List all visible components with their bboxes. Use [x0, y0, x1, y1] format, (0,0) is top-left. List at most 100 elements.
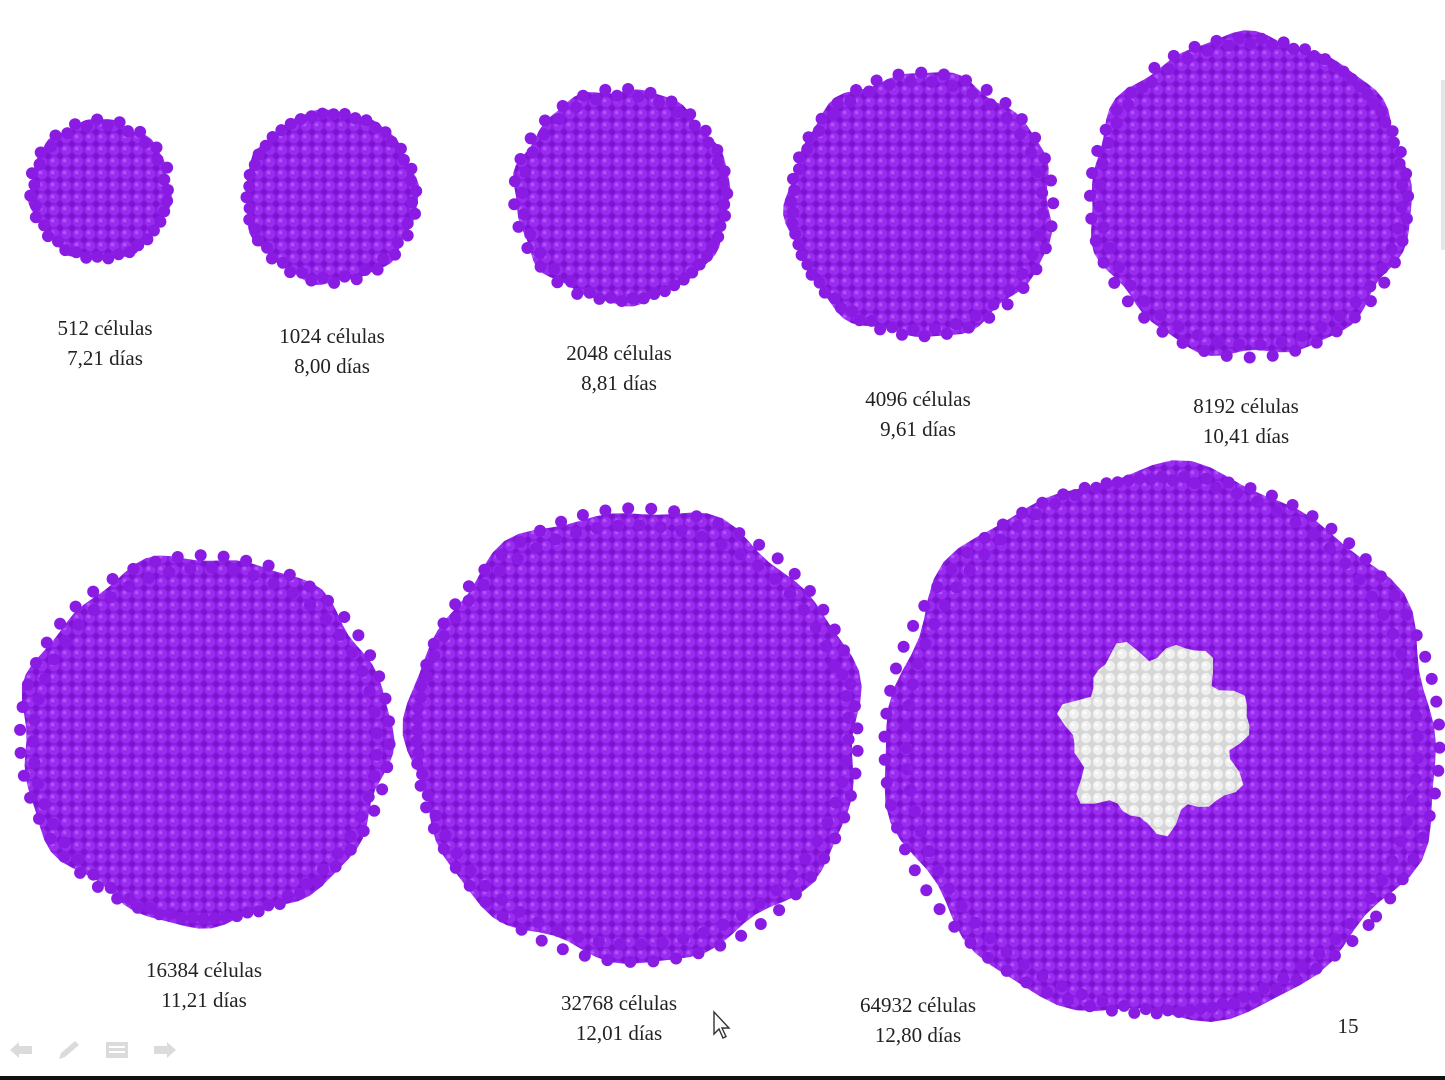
rim-cell [840, 690, 853, 703]
rim-cell [1231, 487, 1244, 500]
cell-count: 512 células [57, 316, 153, 340]
rim-cell [141, 233, 154, 246]
rim-cell [946, 80, 959, 92]
rim-cell [1310, 336, 1323, 349]
rim-cell [884, 799, 897, 812]
rim-cell [1270, 983, 1283, 996]
rim-cell [548, 263, 561, 275]
rim-cell [1124, 86, 1137, 99]
spheroid-body [513, 89, 731, 307]
rim-cell [785, 869, 798, 882]
rim-cell [437, 617, 450, 630]
rim-cell [54, 617, 67, 630]
rim-cell [508, 175, 521, 188]
rim-cell [768, 572, 781, 585]
rim-cell [622, 83, 635, 95]
rim-cell [1121, 295, 1134, 308]
rim-cell [982, 951, 994, 964]
rim-cell [1162, 63, 1175, 76]
rim-cell [1198, 345, 1211, 357]
rim-cell [376, 783, 389, 796]
rim-cell [512, 220, 525, 233]
rim-cell [789, 888, 802, 901]
spheroid-body [1091, 30, 1413, 356]
rim-cell [846, 305, 859, 318]
rim-cell [918, 599, 931, 612]
rim-cell [577, 89, 590, 102]
rim-cell [773, 904, 786, 917]
next-arrow-icon[interactable] [152, 1037, 178, 1063]
rim-cell [820, 640, 833, 653]
rim-cell [1306, 510, 1319, 523]
rim-cell [1327, 60, 1340, 73]
rim-cell [752, 559, 765, 572]
rim-cell [904, 784, 917, 797]
rim-cell [1388, 589, 1401, 601]
rim-cell [549, 533, 562, 546]
rim-cell [653, 96, 665, 109]
rim-cell [555, 515, 568, 528]
rim-cell [1379, 116, 1392, 129]
cell-count: 8192 células [1193, 394, 1299, 418]
rim-cell [813, 276, 826, 289]
rim-cell [955, 900, 968, 913]
rim-cell [508, 198, 521, 211]
rim-cell [733, 527, 746, 540]
rim-cell [1401, 667, 1414, 680]
rim-cell [1346, 935, 1359, 947]
rim-cell [949, 318, 962, 330]
rim-cell [1210, 481, 1223, 494]
rim-cell [1150, 1007, 1163, 1020]
rim-cell [933, 903, 946, 916]
rim-cell [817, 603, 830, 616]
rim-cell [219, 911, 232, 924]
rim-cell [829, 796, 842, 809]
rim-cell [1097, 221, 1110, 234]
rim-cell [1257, 982, 1270, 995]
rim-cell [1122, 98, 1135, 111]
rim-cell [338, 611, 351, 623]
rim-cell [1011, 520, 1024, 533]
rim-cell [633, 519, 646, 532]
rim-cell [158, 173, 171, 186]
rim-cell [14, 746, 27, 759]
rim-cell [1038, 152, 1051, 165]
rim-cell [1395, 647, 1408, 660]
rim-cell [645, 502, 658, 515]
rim-cell [1277, 972, 1290, 985]
pen-icon[interactable] [56, 1037, 82, 1063]
rim-cell [1394, 835, 1407, 848]
rim-cell [721, 187, 734, 200]
rim-cell [59, 635, 72, 648]
rim-cell [919, 637, 932, 650]
rim-cell [593, 292, 606, 305]
cell-count: 1024 células [279, 324, 385, 348]
previous-arrow-icon[interactable] [8, 1037, 34, 1063]
rim-cell [870, 74, 883, 87]
rim-cell [644, 86, 657, 99]
rim-cell [1133, 472, 1146, 485]
rim-cell [429, 809, 442, 822]
rim-cell [692, 947, 705, 960]
rim-cell [1091, 144, 1104, 157]
rim-cell [149, 555, 162, 568]
rim-cell [884, 684, 897, 697]
rim-cell [904, 75, 917, 88]
rim-cell [1016, 506, 1029, 519]
rim-cell [1243, 351, 1256, 364]
menu-icon[interactable] [104, 1037, 130, 1063]
rim-cell [583, 286, 596, 299]
rim-cell [143, 901, 156, 914]
rim-cell [658, 285, 671, 298]
rim-cell [161, 161, 174, 174]
rim-cell [411, 702, 424, 715]
rim-cell [1315, 321, 1328, 334]
rim-cell [804, 871, 817, 884]
rim-cell [1178, 470, 1191, 483]
rim-cell [1348, 311, 1361, 324]
rim-cell [1024, 146, 1037, 159]
rim-cell [892, 68, 905, 81]
rim-cell [963, 564, 976, 577]
rim-cell [449, 598, 462, 611]
rim-cell [80, 251, 93, 264]
